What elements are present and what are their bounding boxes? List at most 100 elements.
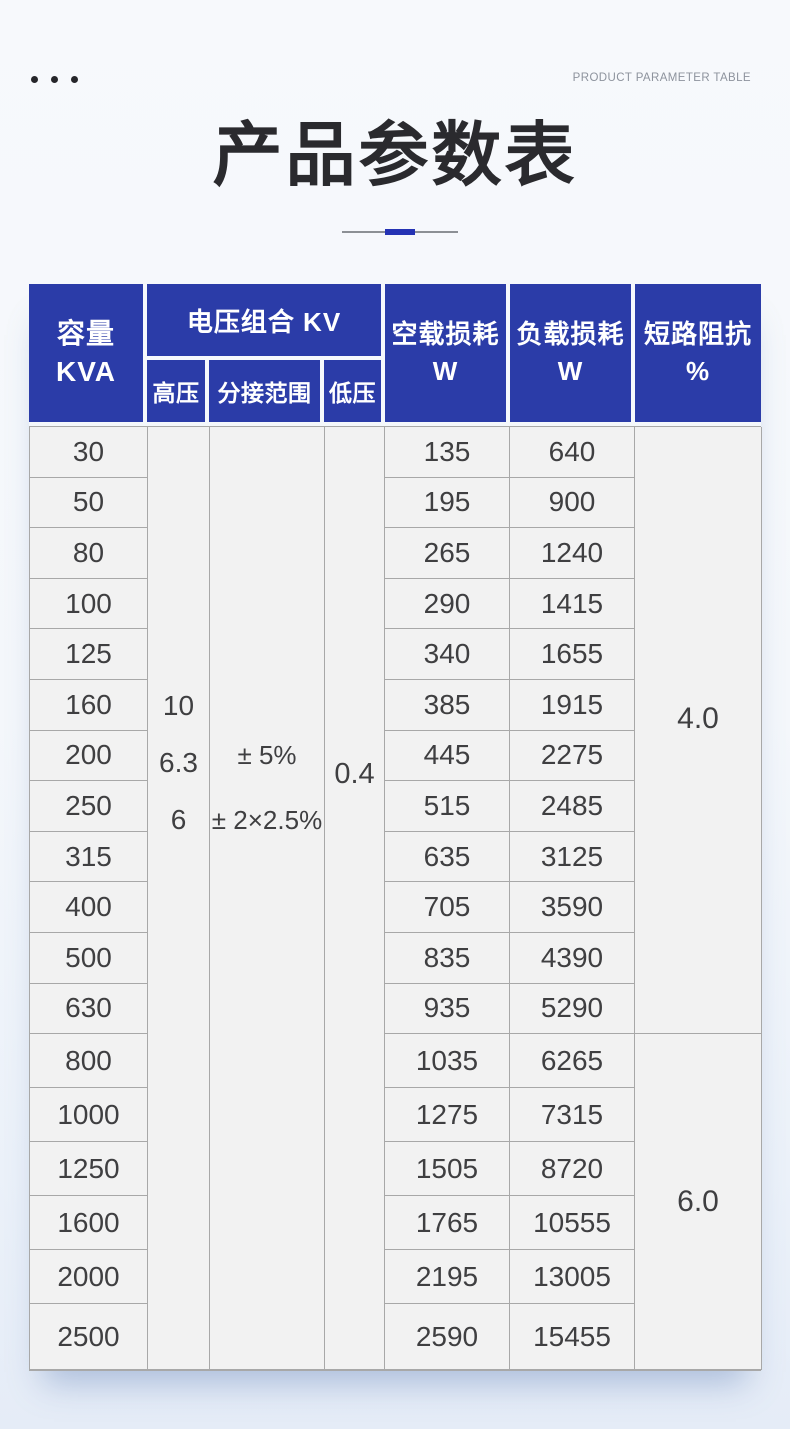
load-loss-cell: 8720 xyxy=(510,1142,635,1197)
capacity-cell: 80 xyxy=(30,528,148,579)
divider-accent xyxy=(385,229,415,235)
high-voltage-value: 6.3 xyxy=(159,747,198,779)
impedance-group-a-cell: 4.0 xyxy=(635,427,762,1035)
header-impedance-cn: 短路阻抗 xyxy=(643,319,752,350)
no-load-loss-cell: 195 xyxy=(385,477,510,529)
capacity-cell: 125 xyxy=(30,629,148,680)
no-load-loss-cell: 835 xyxy=(385,932,510,984)
load-loss-cell: 3125 xyxy=(510,831,635,883)
no-load-loss-cell: 1505 xyxy=(385,1142,510,1197)
no-load-loss-cell: 385 xyxy=(385,679,510,731)
header-low-voltage-label: 低压 xyxy=(329,380,376,406)
tap-range-values: ± 5% ± 2×2.5% xyxy=(212,740,322,836)
no-load-loss-cell: 2195 xyxy=(385,1250,510,1305)
capacity-cell: 250 xyxy=(30,781,148,832)
tap-range-value: ± 5% xyxy=(237,740,297,771)
no-load-loss-cell: 1275 xyxy=(385,1088,510,1143)
no-load-loss-cell: 135 xyxy=(385,427,510,478)
header-no-load-loss-unit: W xyxy=(432,355,459,386)
load-loss-cell: 1240 xyxy=(510,528,635,579)
no-load-loss-cell: 635 xyxy=(385,831,510,883)
load-loss-cell: 640 xyxy=(510,427,635,478)
parameter-table: 容量 KVA 电压组合 KV 高压 分接范围 低压 空载损耗 W 负载损耗 W xyxy=(29,284,762,1372)
load-loss-cell: 6265 xyxy=(510,1034,635,1089)
page-title: 产品参数表 xyxy=(212,116,578,194)
capacity-cell: 1000 xyxy=(30,1088,148,1143)
header-voltage-group-label: 电压组合 KV xyxy=(186,306,342,337)
no-load-loss-cell: 445 xyxy=(385,730,510,782)
load-loss-cell: 1415 xyxy=(510,578,635,630)
high-voltage-values: 10 6.3 6 xyxy=(159,690,198,836)
no-load-loss-cell: 340 xyxy=(385,629,510,680)
high-voltage-value: 10 xyxy=(162,690,195,722)
no-load-loss-cell: 705 xyxy=(385,882,510,933)
header-load-loss-unit: W xyxy=(557,355,584,386)
header-low-voltage: 低压 xyxy=(324,360,381,422)
load-loss-cell: 13005 xyxy=(510,1250,635,1305)
no-load-loss-cell: 1765 xyxy=(385,1196,510,1251)
capacity-cell: 630 xyxy=(30,983,148,1035)
table-body: 10 6.3 6 ± 5% ± 2×2.5% 0.4 4.0 6.0 xyxy=(29,426,762,1372)
no-load-loss-cell: 2590 xyxy=(385,1304,510,1371)
capacity-cell: 2000 xyxy=(30,1250,148,1305)
dot-icon xyxy=(31,76,38,83)
capacity-cell: 2500 xyxy=(30,1304,148,1371)
no-load-loss-cell: 1035 xyxy=(385,1034,510,1089)
capacity-cell: 1600 xyxy=(30,1196,148,1251)
impedance-group-b-value: 6.0 xyxy=(677,1184,719,1218)
header-impedance: 短路阻抗 % xyxy=(635,284,761,422)
capacity-cell: 200 xyxy=(30,730,148,782)
header-high-voltage-label: 高压 xyxy=(152,380,200,406)
tap-range-value: ± 2×2.5% xyxy=(211,805,323,836)
header-voltage-group: 电压组合 KV xyxy=(147,284,381,356)
load-loss-cell: 4390 xyxy=(510,932,635,984)
header-tap-range-label: 分接范围 xyxy=(217,380,312,406)
load-loss-cell: 900 xyxy=(510,477,635,529)
load-loss-cell: 5290 xyxy=(510,983,635,1035)
capacity-cell: 1250 xyxy=(30,1142,148,1197)
load-loss-cell: 2485 xyxy=(510,781,635,832)
impedance-group-b-cell: 6.0 xyxy=(635,1034,762,1371)
capacity-cell: 30 xyxy=(30,427,148,478)
load-loss-cell: 10555 xyxy=(510,1196,635,1251)
dot-icon xyxy=(51,76,58,83)
header-tap-range: 分接范围 xyxy=(209,360,320,422)
header-capacity-unit: KVA xyxy=(55,355,117,387)
header-load-loss: 负载损耗 W xyxy=(510,284,631,422)
no-load-loss-cell: 515 xyxy=(385,781,510,832)
capacity-cell: 100 xyxy=(30,578,148,630)
three-dots-icon xyxy=(31,76,78,83)
no-load-loss-cell: 265 xyxy=(385,528,510,579)
dot-icon xyxy=(71,76,78,83)
capacity-cell: 800 xyxy=(30,1034,148,1089)
low-voltage-value: 0.4 xyxy=(334,757,375,790)
header-impedance-unit: % xyxy=(685,355,711,386)
header-load-loss-cn: 负载损耗 xyxy=(516,319,625,350)
header-capacity: 容量 KVA xyxy=(29,284,143,422)
title-divider xyxy=(342,229,458,235)
high-voltage-merged-cell: 10 6.3 6 xyxy=(148,427,210,1371)
header-no-load-loss: 空载损耗 W xyxy=(385,284,506,422)
table-header: 容量 KVA 电压组合 KV 高压 分接范围 低压 空载损耗 W 负载损耗 W xyxy=(29,284,761,422)
capacity-cell: 160 xyxy=(30,679,148,731)
high-voltage-value: 6 xyxy=(170,804,187,836)
impedance-group-a-value: 4.0 xyxy=(677,702,719,736)
load-loss-cell: 1915 xyxy=(510,679,635,731)
no-load-loss-cell: 290 xyxy=(385,578,510,630)
load-loss-cell: 7315 xyxy=(510,1088,635,1143)
load-loss-cell: 2275 xyxy=(510,730,635,782)
capacity-cell: 500 xyxy=(30,932,148,984)
capacity-cell: 50 xyxy=(30,477,148,529)
header-high-voltage: 高压 xyxy=(147,360,205,422)
eyebrow-label: PRODUCT PARAMETER TABLE xyxy=(572,72,751,84)
capacity-cell: 315 xyxy=(30,831,148,883)
header-no-load-loss-cn: 空载损耗 xyxy=(391,319,500,350)
tap-range-merged-cell: ± 5% ± 2×2.5% xyxy=(210,427,325,1371)
header-capacity-cn: 容量 xyxy=(56,318,115,350)
capacity-cell: 400 xyxy=(30,882,148,933)
load-loss-cell: 15455 xyxy=(510,1304,635,1371)
no-load-loss-cell: 935 xyxy=(385,983,510,1035)
load-loss-cell: 3590 xyxy=(510,882,635,933)
load-loss-cell: 1655 xyxy=(510,629,635,680)
